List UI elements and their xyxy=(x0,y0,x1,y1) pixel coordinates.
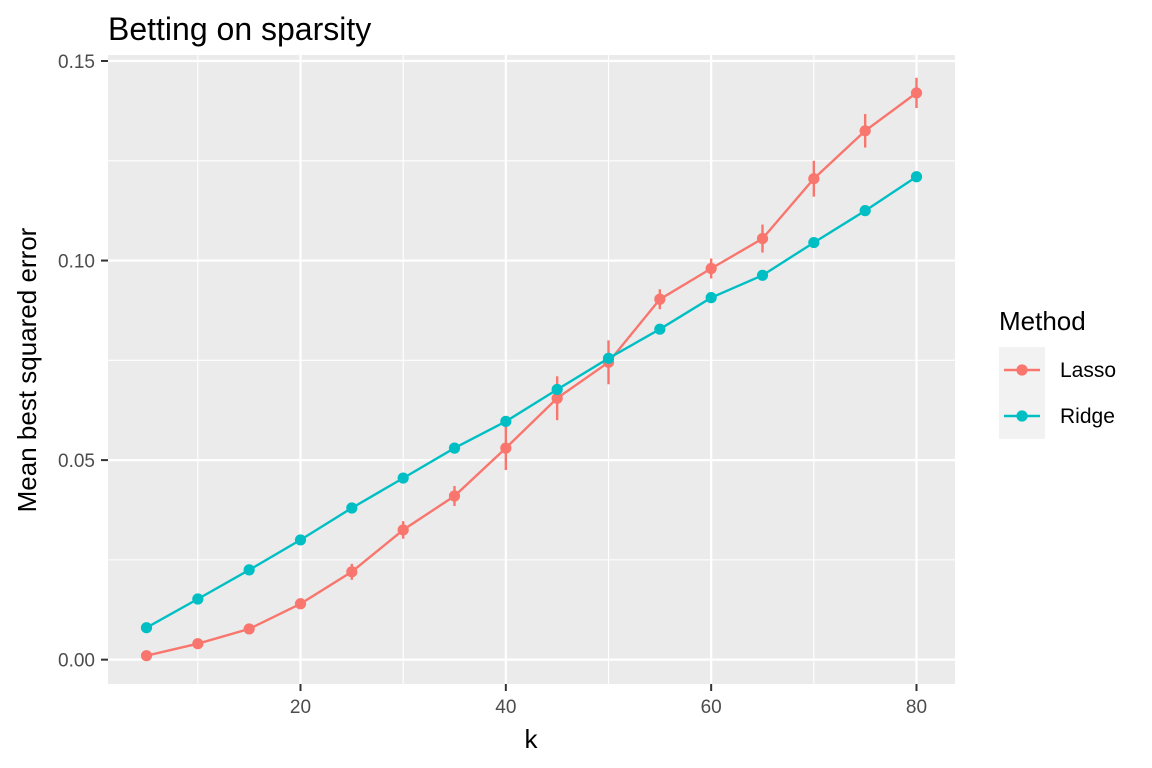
data-point-ridge xyxy=(706,292,717,303)
data-point-lasso xyxy=(860,125,871,136)
data-point-ridge xyxy=(860,205,871,216)
data-point-ridge xyxy=(500,416,511,427)
data-point-ridge xyxy=(552,384,563,395)
legend: Method Lasso Ridge xyxy=(999,306,1116,439)
legend-point-lasso xyxy=(1016,364,1027,375)
data-point-lasso xyxy=(244,623,255,634)
y-tick-label: 0.10 xyxy=(58,252,95,273)
data-point-lasso xyxy=(398,524,409,535)
data-point-ridge xyxy=(244,564,255,575)
data-point-ridge xyxy=(295,534,306,545)
x-tick-label: 60 xyxy=(701,697,722,718)
x-axis-title: k xyxy=(525,724,539,754)
chart-title: Betting on sparsity xyxy=(108,11,371,47)
data-point-lasso xyxy=(706,263,717,274)
x-tick-label: 80 xyxy=(906,697,927,718)
data-point-ridge xyxy=(808,237,819,248)
data-point-lasso xyxy=(141,650,152,661)
legend-label-lasso: Lasso xyxy=(1060,359,1116,382)
x-tick-label: 20 xyxy=(290,697,311,718)
data-point-lasso xyxy=(295,598,306,609)
legend-title: Method xyxy=(999,306,1086,336)
y-tick-label: 0.00 xyxy=(58,651,95,672)
data-point-ridge xyxy=(603,353,614,364)
data-point-lasso xyxy=(911,87,922,98)
data-point-ridge xyxy=(192,593,203,604)
data-point-lasso xyxy=(757,233,768,244)
x-tick-label: 40 xyxy=(495,697,516,718)
y-tick-label: 0.15 xyxy=(58,52,95,73)
data-point-ridge xyxy=(449,443,460,454)
data-point-lasso xyxy=(808,173,819,184)
data-point-lasso xyxy=(346,566,357,577)
data-point-lasso xyxy=(449,490,460,501)
data-point-ridge xyxy=(911,171,922,182)
data-point-lasso xyxy=(654,294,665,305)
legend-point-ridge xyxy=(1016,410,1027,421)
y-axis-title: Mean best squared error xyxy=(12,227,42,512)
data-point-ridge xyxy=(757,270,768,281)
plot-panel xyxy=(108,55,955,684)
y-tick-label: 0.05 xyxy=(58,451,95,472)
data-point-ridge xyxy=(398,472,409,483)
data-point-lasso xyxy=(500,443,511,454)
data-point-ridge xyxy=(654,324,665,335)
legend-label-ridge: Ridge xyxy=(1060,405,1115,428)
data-point-lasso xyxy=(192,638,203,649)
data-point-ridge xyxy=(346,502,357,513)
data-point-ridge xyxy=(141,622,152,633)
